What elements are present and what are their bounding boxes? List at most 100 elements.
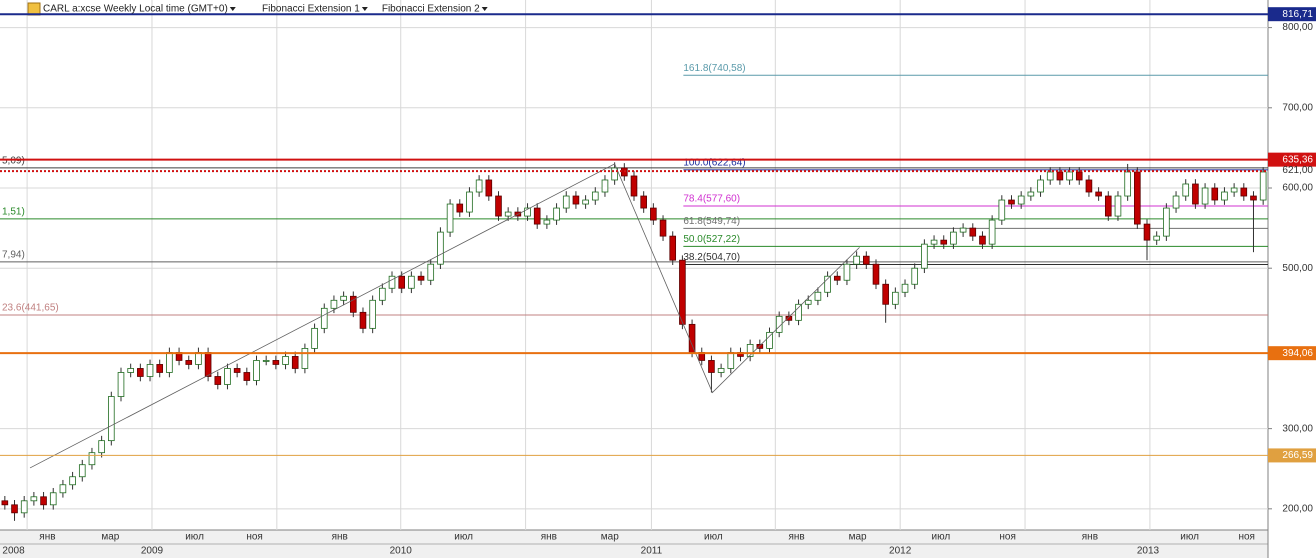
- candle-body: [746, 344, 754, 357]
- candle-body: [1153, 235, 1160, 241]
- x-tick-label: июл: [185, 532, 204, 543]
- candle-body: [940, 239, 948, 245]
- candle-body: [921, 243, 928, 269]
- candle-body: [1182, 183, 1190, 197]
- candle-body: [301, 348, 309, 369]
- candle-body: [369, 299, 376, 329]
- candle-body: [1201, 187, 1209, 205]
- candle-body: [1066, 171, 1073, 181]
- x-tick-label: мар: [601, 532, 619, 543]
- candle-body: [504, 211, 512, 217]
- candle-body: [775, 315, 783, 333]
- candle-body: [591, 191, 599, 201]
- candle-body: [108, 396, 115, 442]
- candle-body: [456, 203, 464, 213]
- price-tag-label: 394,06: [1282, 348, 1313, 359]
- candle-body: [446, 203, 454, 233]
- candle-body: [601, 179, 609, 193]
- candle-body: [330, 299, 338, 309]
- candle-body: [495, 195, 502, 217]
- candle-body: [1095, 191, 1102, 197]
- candle-body: [814, 291, 822, 301]
- y-tick-label: 200,00: [1282, 503, 1313, 514]
- candle-body: [979, 235, 986, 245]
- candle-body: [49, 492, 57, 506]
- candle-body: [117, 372, 125, 397]
- price-tag: [1268, 7, 1316, 22]
- fib-label: 61.8(549,74): [683, 216, 740, 227]
- fib-label: 23.6(441,65): [2, 303, 59, 314]
- price-tag-label: 266,59: [1282, 450, 1313, 461]
- price-tag: [1268, 346, 1316, 361]
- candle-body: [1046, 171, 1054, 181]
- candle-body: [59, 484, 67, 494]
- candle-body: [901, 283, 909, 293]
- candle-body: [1259, 171, 1267, 201]
- year-label: 2009: [141, 546, 164, 557]
- year-label: 2013: [1137, 546, 1160, 557]
- candle-body: [1143, 223, 1151, 241]
- candle-body: [243, 372, 251, 381]
- candle-body: [930, 239, 938, 245]
- candle-body: [475, 179, 483, 193]
- candle-body: [437, 231, 444, 265]
- candle-body: [969, 227, 977, 237]
- candle-body: [127, 368, 134, 373]
- candle-body: [650, 207, 657, 221]
- candle-body: [1230, 187, 1238, 193]
- candle-body: [1056, 171, 1064, 181]
- x-tick-label: янв: [39, 532, 55, 543]
- candle-body: [291, 356, 299, 369]
- candle-body: [863, 255, 870, 265]
- x-tick-label: июл: [454, 532, 473, 543]
- candle-body: [727, 352, 735, 369]
- candle-body: [843, 263, 851, 281]
- x-tick-label: мар: [849, 532, 867, 543]
- x-tick-label: янв: [332, 532, 348, 543]
- candle-body: [1163, 207, 1170, 237]
- x-tick-label: янв: [788, 532, 804, 543]
- candle-body: [688, 323, 696, 353]
- candle-body: [659, 219, 667, 237]
- fib-label: 5,09): [2, 156, 25, 167]
- candle-body: [524, 207, 531, 217]
- fib-label: 100.0(622,64): [683, 157, 745, 168]
- x-tick-label: янв: [541, 532, 557, 543]
- candle-body: [11, 504, 18, 514]
- candle-body: [349, 295, 357, 313]
- candle-body: [311, 327, 318, 349]
- candle-body: [833, 275, 841, 281]
- fib-label: 38.2(504,70): [683, 252, 740, 263]
- candle-body: [359, 311, 367, 329]
- candle-body: [137, 368, 144, 377]
- symbol-title: CARL a:xcse Weekly Local time (GMT+0): [43, 4, 228, 15]
- candle-body: [1211, 187, 1219, 201]
- candle-body: [872, 263, 880, 285]
- candle-body: [1104, 195, 1112, 217]
- dropdown-arrow: [229, 7, 236, 11]
- year-label: 2010: [390, 546, 413, 557]
- candle-body: [640, 195, 647, 209]
- candle-body: [40, 496, 47, 506]
- candle-body: [320, 307, 328, 329]
- candle-body: [1124, 171, 1131, 197]
- dropdown-arrow: [361, 7, 368, 11]
- price-tag: [1268, 152, 1316, 167]
- candle-body: [882, 283, 889, 305]
- candle-body: [766, 331, 773, 349]
- fib-label: 7,94): [2, 249, 25, 260]
- y-tick-label: 300,00: [1282, 423, 1313, 434]
- tool-label: Fibonacci Extension 1: [262, 4, 360, 15]
- candle-body: [379, 287, 386, 301]
- candle-body: [1085, 179, 1093, 193]
- candle-body: [388, 275, 396, 289]
- candle-body: [146, 364, 154, 377]
- candle-body: [1037, 179, 1044, 193]
- x-tick-label: июл: [931, 532, 950, 543]
- candle-body: [69, 476, 76, 486]
- candle-body: [988, 219, 996, 245]
- candle-body: [959, 227, 967, 233]
- candle-body: [717, 368, 725, 373]
